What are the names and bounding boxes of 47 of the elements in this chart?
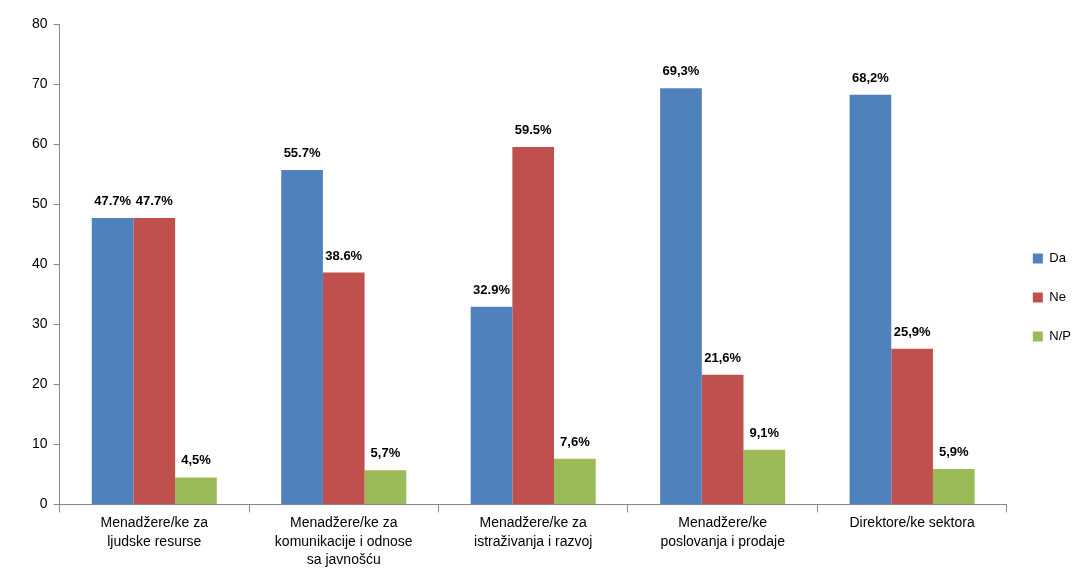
- bar: [91, 217, 134, 504]
- y-tick-label: 0: [39, 495, 48, 512]
- y-tick-label: 50: [31, 195, 48, 212]
- bar: [175, 477, 217, 504]
- bar: [660, 88, 702, 504]
- data-label: 69,3%: [662, 63, 700, 79]
- legend-label: Ne: [1049, 289, 1066, 305]
- x-tick-label: Direktore/ke sektora: [849, 514, 975, 531]
- x-tick-label: Menadžere/ke za istraživanja i razvoj: [474, 514, 593, 549]
- data-label: 38.6%: [325, 247, 363, 263]
- data-label: 47.7%: [94, 193, 132, 209]
- data-label: 7,6%: [560, 433, 591, 449]
- bar: [849, 94, 892, 504]
- x-tick-label: Menadžere/ke za ljudske resurse: [100, 514, 209, 549]
- bar: [364, 470, 407, 504]
- y-tick-label: 80: [31, 14, 48, 31]
- y-tick-label: 30: [31, 315, 48, 332]
- data-label: 55.7%: [283, 145, 321, 160]
- bar: [281, 169, 323, 504]
- data-label: 5,7%: [370, 445, 401, 461]
- data-label: 68,2%: [851, 69, 890, 85]
- bar: [891, 348, 933, 504]
- bar: [512, 147, 555, 504]
- data-label: 32.9%: [473, 281, 511, 297]
- legend-label: N/P: [1049, 328, 1071, 344]
- y-tick-label: 70: [31, 74, 48, 91]
- data-label: 25,9%: [893, 323, 931, 339]
- y-tick-label: 40: [31, 255, 48, 272]
- legend-label: Da: [1049, 250, 1067, 266]
- y-tick-label: 60: [31, 134, 48, 151]
- data-label: 59.5%: [514, 122, 553, 138]
- data-label: 4,5%: [181, 452, 212, 468]
- bar: [701, 374, 744, 504]
- bar: [932, 468, 975, 504]
- data-label: 21,6%: [704, 349, 742, 365]
- x-tick-label: Menadžere/ke za komunikacije i odnose sa javnošću: [274, 514, 413, 567]
- y-tick-label: 20: [31, 375, 48, 392]
- bar: [322, 272, 365, 504]
- data-label: 5,9%: [938, 444, 970, 460]
- bar: [554, 458, 596, 504]
- data-label: 9,1%: [749, 424, 780, 440]
- y-tick-label: 10: [31, 435, 48, 452]
- bar: [743, 449, 786, 504]
- bar: [133, 217, 176, 504]
- data-label: 47.7%: [135, 193, 174, 209]
- bar: [470, 306, 513, 504]
- x-tick-label: Menadžere/ke poslovanja i prodaje: [660, 514, 786, 549]
